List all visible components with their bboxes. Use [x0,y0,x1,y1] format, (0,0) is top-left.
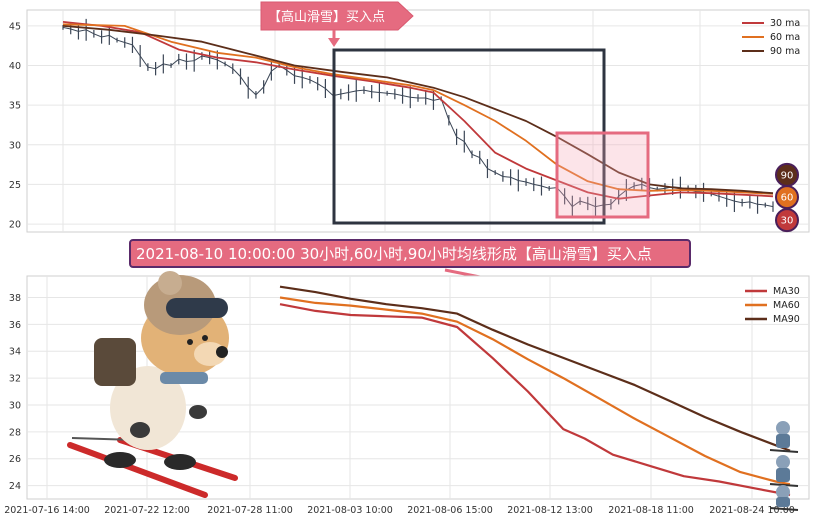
top-series-line-60-ma [62,23,774,195]
legend-label-90ma: 90 ma [770,46,800,57]
top-y-tick-label-3: 35 [9,101,21,112]
skier-figure-2 [769,455,799,487]
top-legend: 30 ma 60 ma 90 ma [742,18,800,57]
top-price-series [62,18,774,218]
bottom-x-tick-label-6: 2021-08-18 11:00 [608,505,694,516]
buy-tag-arrow-head [328,38,340,47]
badge-label-30: 30 [781,216,794,227]
top-grid [27,10,809,232]
legend-label-ma60: MA60 [773,300,800,311]
dark-highlight-box [332,48,606,225]
top-y-tick-label-4: 40 [9,61,21,72]
legend-label-ma90: MA90 [773,314,800,325]
skier-figure-3 [769,485,799,511]
top-series-line-90-ma [62,25,774,195]
small-skier-figures [769,421,799,511]
badge-label-60: 60 [781,193,794,204]
skier-figure-1 [769,421,799,453]
top-y-axis: 20 25 30 35 40 45 [9,21,21,230]
bottom-x-axis: 2021-07-16 14:00 2021-07-22 12:00 2021-07-… [4,505,795,516]
bottom-series-line-MA90 [279,285,791,452]
bottom-x-tick-label-3: 2021-08-03 10:00 [307,505,393,516]
top-plot-area [26,9,810,233]
bottom-y-axis: 24 26 28 30 32 34 36 38 [9,293,21,492]
bottom-series-line-MA60 [279,296,791,486]
bottom-x-tick-label-4: 2021-08-06 15:00 [407,505,493,516]
bottom-series-line-MA30 [279,303,791,497]
signal-banner-text: 2021-08-10 10:00:00 30小时,60小时,90小时均线形成【高… [136,245,652,263]
badge-label-90: 90 [781,170,794,181]
top-y-tick-label-1: 25 [9,180,21,191]
legend-label-60ma: 60 ma [770,32,800,43]
signal-banner: 2021-08-10 10:00:00 30小时,60小时,90小时均线形成【高… [129,239,691,288]
top-series-line-30-ma [62,21,774,200]
pink-highlight-box [555,131,650,219]
bottom-y-tick-label-6: 36 [9,320,21,331]
bottom-ma-lines [279,285,791,497]
signal-banner-box [129,239,691,268]
buy-tag-label: 【高山滑雪】买入点 [268,9,385,25]
buy-tag-shape [260,1,414,31]
top-ma-lines [62,21,774,200]
bottom-y-tick-label-1: 26 [9,454,21,465]
legend-label-30ma: 30 ma [770,18,800,29]
bottom-y-tick-label-7: 38 [9,293,21,304]
bottom-x-tick-label-2: 2021-07-28 11:00 [207,505,293,516]
bottom-y-tick-label-4: 32 [9,374,21,385]
top-panel: 20 25 30 35 40 45 【高山滑雪】买入点 30 ma 60 ma 90 ma… [9,1,810,233]
bottom-x-tick-label-5: 2021-08-12 13:00 [507,505,593,516]
bottom-x-tick-label-1: 2021-07-22 12:00 [104,505,190,516]
bottom-y-tick-label-3: 30 [9,400,21,411]
top-y-tick-label-2: 30 [9,140,21,151]
buy-point-tag: 【高山滑雪】买入点 [260,1,414,47]
ma-value-badges: 90 60 30 [775,162,799,233]
bottom-x-tick-label-7: 2021-08-24 10:00 [709,505,795,516]
bottom-y-tick-label-0: 24 [9,481,21,492]
top-y-tick-label-5: 45 [9,21,21,32]
legend-label-ma30: MA30 [773,286,800,297]
bottom-y-tick-label-5: 34 [9,347,21,358]
skiing-dog-illustration [67,271,238,498]
top-y-tick-label-0: 20 [9,220,21,231]
bottom-legend: MA30 MA60 MA90 [745,286,800,325]
bottom-y-tick-label-2: 28 [9,427,21,438]
bottom-x-tick-label-0: 2021-07-16 14:00 [4,505,90,516]
badge-circle-30 [775,208,799,233]
